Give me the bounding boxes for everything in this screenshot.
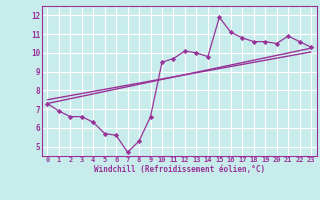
X-axis label: Windchill (Refroidissement éolien,°C): Windchill (Refroidissement éolien,°C) xyxy=(94,165,265,174)
